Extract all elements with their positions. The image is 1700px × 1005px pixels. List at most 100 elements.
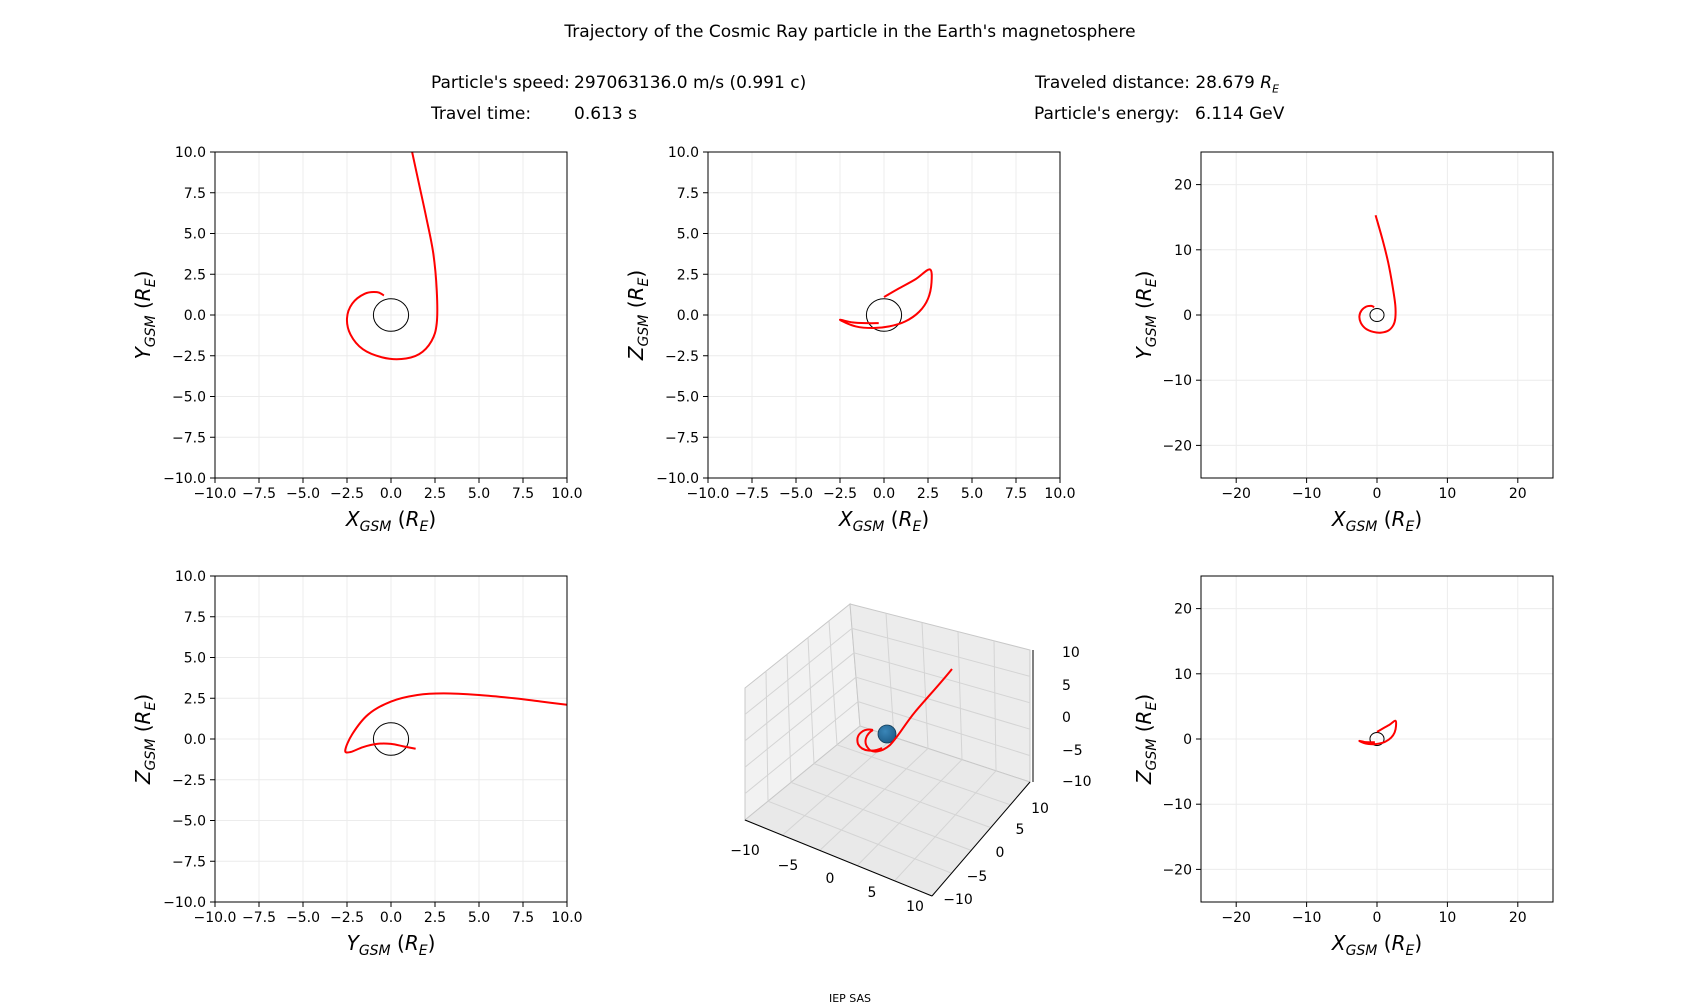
distance-info: Traveled distance: 28.679 RE <box>1035 73 1279 95</box>
y-tick-label: −10.0 <box>163 895 206 911</box>
y-tick-label: 0 <box>1183 308 1192 324</box>
trajectory-line <box>1358 214 1397 334</box>
x-tick-label-3d: 5 <box>868 885 877 901</box>
distance-label: Traveled distance: <box>1035 73 1190 93</box>
y-axis-label: ZGSM (RE) <box>624 270 652 361</box>
x-tick-label: −10 <box>1292 910 1322 926</box>
x-tick-label: 10 <box>1438 910 1456 926</box>
grid-3d <box>856 759 963 866</box>
earth-sphere <box>877 724 897 744</box>
y-tick-label: −7.5 <box>172 430 206 446</box>
x-tick-label: −10.0 <box>194 910 237 926</box>
y-tick-label: 7.5 <box>184 610 206 626</box>
x-tick-label: −2.5 <box>330 910 364 926</box>
distance-unit: RE <box>1260 73 1280 96</box>
x-tick-label: 0.0 <box>380 486 402 502</box>
z-tick-label-3d: −10 <box>1062 774 1092 790</box>
y-tick-label: −5.0 <box>665 390 699 406</box>
grid-3d <box>853 652 1031 704</box>
trajectory-line <box>1358 719 1398 746</box>
x-tick-label: 0.0 <box>873 486 895 502</box>
speed-label: Particle's speed: <box>431 73 570 93</box>
grid-3d <box>744 652 855 742</box>
energy-label: Particle's energy: <box>1034 104 1180 124</box>
y-axis-label: YGSM (RE) <box>1132 271 1160 360</box>
grid-3d <box>828 620 838 745</box>
y-tick-label: 20 <box>1174 178 1192 194</box>
grid-3d <box>851 627 1031 677</box>
grid-3d <box>813 763 991 829</box>
footer-credit: IEP SAS <box>828 992 872 1005</box>
grid-3d <box>957 631 963 760</box>
y-tick-label: 2.5 <box>184 267 206 283</box>
x-tick-label: −20 <box>1221 486 1251 502</box>
x-tick-label: −7.5 <box>242 910 276 926</box>
x-tick-label: −20 <box>1221 910 1251 926</box>
y-tick-label: 0.0 <box>677 308 699 324</box>
x-tick-label: −5.0 <box>286 910 320 926</box>
grid-3d <box>765 671 769 802</box>
y-tick-label: 10 <box>1174 243 1192 259</box>
trajectory-line-3d <box>864 668 953 753</box>
y-tick-label: −20 <box>1162 862 1192 878</box>
x-tick-label: −5.0 <box>779 486 813 502</box>
z-tick-label-3d: 10 <box>1062 645 1080 661</box>
y-tick-label: −5.0 <box>172 390 206 406</box>
x-tick-label: 10.0 <box>551 910 582 926</box>
x-axis-label: XGSM (RE) <box>1331 931 1422 959</box>
y-tick-label: −2.5 <box>665 349 699 365</box>
panel-top-right: −20 −20 −10 −10 0 0 10 10 20 20 XGSM (RE) YGSM (RE) <box>1132 151 1554 535</box>
x-tick-label-3d: 10 <box>906 899 924 915</box>
y-tick-label: 20 <box>1174 602 1192 618</box>
y-tick-label-3d: 5 <box>1016 822 1025 838</box>
x-axis-label: XGSM (RE) <box>838 507 929 535</box>
y-tick-label: −10.0 <box>163 471 206 487</box>
x-tick-label: 5.0 <box>468 486 490 502</box>
y-tick-label: −2.5 <box>172 349 206 365</box>
x-axis-label: YGSM (RE) <box>347 931 436 959</box>
grid-3d <box>744 628 853 715</box>
grid-3d <box>885 613 895 738</box>
y-tick-label: 10.0 <box>175 569 206 585</box>
y-tick-label: 5.0 <box>184 651 206 667</box>
grid-3d <box>855 676 1031 730</box>
grid-3d <box>819 748 929 851</box>
panel-top-middle: −10.0−10.0 −7.5 −7.5 −5.0 −5.0 −2.5 −2.5 0.0 0.0… <box>624 145 1076 535</box>
earth-circle <box>865 298 903 332</box>
x-axis-label: XGSM (RE) <box>345 507 436 535</box>
x-tick-label: −7.5 <box>735 486 769 502</box>
y-tick-label: −20 <box>1162 438 1192 454</box>
grid-3d <box>993 640 997 771</box>
y-tick-label: 2.5 <box>184 691 206 707</box>
x-tick-label: 2.5 <box>424 486 446 502</box>
earth-circle <box>1369 307 1385 323</box>
x-tick-label: 5.0 <box>961 486 983 502</box>
grid-3d <box>786 654 792 783</box>
x-tick-label: 0 <box>1373 486 1382 502</box>
y-axis-label: ZGSM (RE) <box>131 694 159 785</box>
axis-x-3d <box>744 819 933 897</box>
grid-3d <box>857 701 1031 757</box>
figure-title: Trajectory of the Cosmic Ray particle in… <box>564 22 1136 42</box>
x-tick-label-3d: −10 <box>730 843 760 859</box>
x-tick-label: −2.5 <box>823 486 857 502</box>
x-tick-label: −5.0 <box>286 486 320 502</box>
x-tick-label: −2.5 <box>330 486 364 502</box>
y-tick-label: 5.0 <box>677 227 699 243</box>
y-tick-label: −2.5 <box>172 773 206 789</box>
speed-value: 297063136.0 m/s (0.991 c) <box>574 73 807 93</box>
y-tick-label: 0.0 <box>184 308 206 324</box>
y-tick-label-3d: 10 <box>1031 801 1049 817</box>
panel-bottom-right: −20 −20 −10 −10 0 0 10 10 20 20 XGSM (RE) ZGSM (RE) <box>1132 575 1554 959</box>
trajectory-loop-3d <box>856 728 883 752</box>
x-tick-label: 0.0 <box>380 910 402 926</box>
x-axis-label: XGSM (RE) <box>1331 507 1422 535</box>
grid-3d <box>790 781 972 851</box>
trajectory-line <box>838 268 933 330</box>
axis-y-3d <box>931 781 1031 897</box>
earth-circle <box>1369 731 1385 747</box>
y-tick-label: −10.0 <box>656 471 699 487</box>
y-tick-label: −5.0 <box>172 814 206 830</box>
y-tick-label: −10 <box>1162 797 1192 813</box>
